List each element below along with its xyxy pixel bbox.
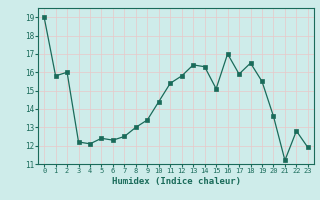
- X-axis label: Humidex (Indice chaleur): Humidex (Indice chaleur): [111, 177, 241, 186]
